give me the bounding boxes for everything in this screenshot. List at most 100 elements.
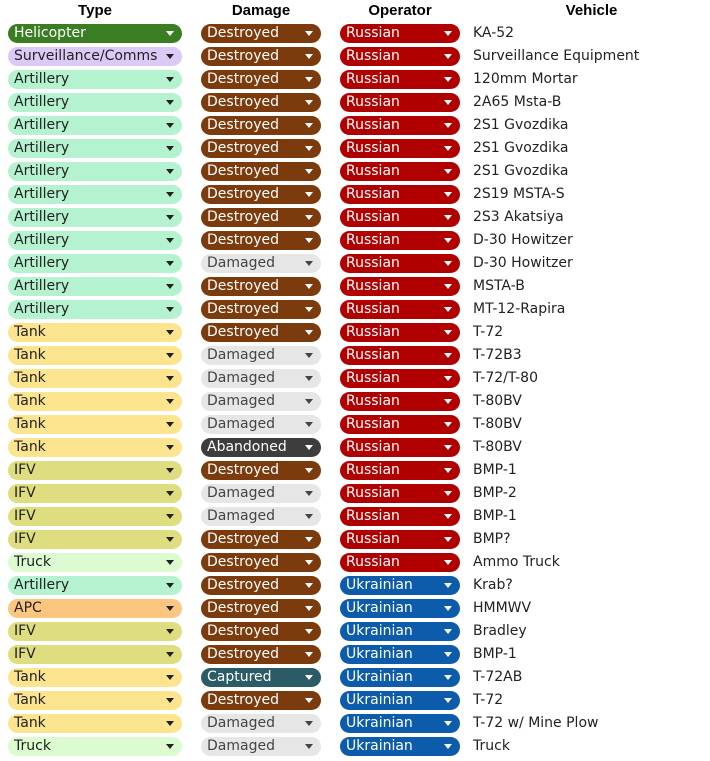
operator-dropdown[interactable]: Russian (340, 231, 460, 250)
type-dropdown[interactable]: Tank (8, 668, 182, 687)
operator-dropdown[interactable]: Russian (340, 346, 460, 365)
operator-dropdown[interactable]: Ukrainian (340, 668, 460, 687)
operator-dropdown[interactable]: Russian (340, 70, 460, 89)
operator-dropdown[interactable]: Russian (340, 300, 460, 319)
operator-dropdown[interactable]: Russian (340, 530, 460, 549)
type-dropdown[interactable]: IFV (8, 484, 182, 503)
operator-dropdown[interactable]: Russian (340, 47, 460, 66)
operator-dropdown[interactable]: Ukrainian (340, 737, 460, 756)
type-dropdown[interactable]: Tank (8, 691, 182, 710)
damage-dropdown[interactable]: Destroyed (201, 70, 321, 89)
type-dropdown[interactable]: Artillery (8, 300, 182, 319)
type-dropdown[interactable]: IFV (8, 622, 182, 641)
type-dropdown[interactable]: Tank (8, 714, 182, 733)
damage-dropdown[interactable]: Destroyed (201, 323, 321, 342)
damage-dropdown[interactable]: Destroyed (201, 277, 321, 296)
damage-dropdown[interactable]: Destroyed (201, 231, 321, 250)
table-row: Tank Damaged Russian T-72B3 (0, 344, 710, 367)
damage-dropdown[interactable]: Damaged (201, 507, 321, 526)
damage-dropdown[interactable]: Destroyed (201, 93, 321, 112)
type-dropdown[interactable]: Tank (8, 415, 182, 434)
operator-dropdown[interactable]: Russian (340, 162, 460, 181)
damage-dropdown[interactable]: Damaged (201, 392, 321, 411)
operator-dropdown[interactable]: Russian (340, 323, 460, 342)
operator-dropdown[interactable]: Russian (340, 507, 460, 526)
type-dropdown[interactable]: Tank (8, 438, 182, 457)
operator-dropdown[interactable]: Russian (340, 277, 460, 296)
damage-dropdown[interactable]: Destroyed (201, 47, 321, 66)
operator-dropdown[interactable]: Russian (340, 415, 460, 434)
type-dropdown[interactable]: Artillery (8, 93, 182, 112)
operator-dropdown[interactable]: Russian (340, 208, 460, 227)
operator-dropdown[interactable]: Ukrainian (340, 714, 460, 733)
type-dropdown[interactable]: Surveillance/Comms (8, 47, 182, 66)
damage-dropdown[interactable]: Destroyed (201, 461, 321, 480)
type-dropdown[interactable]: Artillery (8, 576, 182, 595)
type-dropdown[interactable]: Tank (8, 323, 182, 342)
operator-dropdown[interactable]: Russian (340, 438, 460, 457)
damage-dropdown[interactable]: Destroyed (201, 208, 321, 227)
operator-dropdown[interactable]: Ukrainian (340, 622, 460, 641)
type-dropdown[interactable]: Tank (8, 392, 182, 411)
damage-dropdown[interactable]: Destroyed (201, 622, 321, 641)
damage-dropdown[interactable]: Damaged (201, 254, 321, 273)
type-dropdown[interactable]: Artillery (8, 139, 182, 158)
operator-dropdown[interactable]: Russian (340, 139, 460, 158)
operator-dropdown[interactable]: Russian (340, 461, 460, 480)
operator-dropdown[interactable]: Ukrainian (340, 645, 460, 664)
operator-dropdown[interactable]: Russian (340, 553, 460, 572)
type-dropdown[interactable]: Truck (8, 737, 182, 756)
damage-dropdown[interactable]: Captured (201, 668, 321, 687)
operator-dropdown[interactable]: Russian (340, 185, 460, 204)
type-dropdown[interactable]: Artillery (8, 116, 182, 135)
damage-dropdown[interactable]: Destroyed (201, 599, 321, 618)
type-dropdown[interactable]: APC (8, 599, 182, 618)
type-dropdown[interactable]: Artillery (8, 162, 182, 181)
type-dropdown[interactable]: Truck (8, 553, 182, 572)
type-dropdown[interactable]: Artillery (8, 277, 182, 296)
type-dropdown[interactable]: Artillery (8, 185, 182, 204)
damage-dropdown[interactable]: Destroyed (201, 24, 321, 43)
damage-dropdown[interactable]: Destroyed (201, 116, 321, 135)
type-dropdown[interactable]: Helicopter (8, 24, 182, 43)
operator-dropdown[interactable]: Ukrainian (340, 691, 460, 710)
damage-dropdown[interactable]: Damaged (201, 346, 321, 365)
type-dropdown[interactable]: Artillery (8, 254, 182, 273)
damage-dropdown[interactable]: Destroyed (201, 162, 321, 181)
type-dropdown[interactable]: IFV (8, 645, 182, 664)
damage-dropdown[interactable]: Destroyed (201, 691, 321, 710)
damage-dropdown[interactable]: Destroyed (201, 300, 321, 319)
type-dropdown[interactable]: Tank (8, 369, 182, 388)
dropdown-arrow-icon (166, 376, 174, 381)
damage-dropdown[interactable]: Destroyed (201, 576, 321, 595)
dropdown-arrow-icon (166, 123, 174, 128)
damage-dropdown[interactable]: Destroyed (201, 185, 321, 204)
damage-dropdown[interactable]: Abandoned (201, 438, 321, 457)
operator-dropdown[interactable]: Russian (340, 484, 460, 503)
type-dropdown[interactable]: IFV (8, 530, 182, 549)
type-dropdown[interactable]: Tank (8, 346, 182, 365)
type-dropdown[interactable]: Artillery (8, 208, 182, 227)
operator-dropdown[interactable]: Russian (340, 93, 460, 112)
damage-dropdown[interactable]: Damaged (201, 484, 321, 503)
damage-dropdown[interactable]: Destroyed (201, 139, 321, 158)
damage-dropdown[interactable]: Destroyed (201, 645, 321, 664)
operator-dropdown[interactable]: Russian (340, 369, 460, 388)
type-dropdown[interactable]: IFV (8, 507, 182, 526)
type-dropdown[interactable]: IFV (8, 461, 182, 480)
damage-dropdown[interactable]: Damaged (201, 714, 321, 733)
type-dropdown-label: Truck (14, 554, 51, 570)
operator-dropdown[interactable]: Russian (340, 24, 460, 43)
type-dropdown[interactable]: Artillery (8, 70, 182, 89)
operator-dropdown[interactable]: Ukrainian (340, 599, 460, 618)
operator-dropdown[interactable]: Ukrainian (340, 576, 460, 595)
damage-dropdown[interactable]: Damaged (201, 415, 321, 434)
operator-dropdown[interactable]: Russian (340, 392, 460, 411)
type-dropdown[interactable]: Artillery (8, 231, 182, 250)
damage-dropdown[interactable]: Destroyed (201, 553, 321, 572)
damage-dropdown[interactable]: Destroyed (201, 530, 321, 549)
damage-dropdown[interactable]: Damaged (201, 369, 321, 388)
damage-dropdown[interactable]: Damaged (201, 737, 321, 756)
operator-dropdown[interactable]: Russian (340, 116, 460, 135)
operator-dropdown[interactable]: Russian (340, 254, 460, 273)
